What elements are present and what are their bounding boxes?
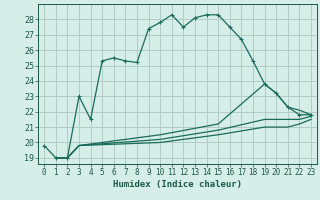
X-axis label: Humidex (Indice chaleur): Humidex (Indice chaleur) — [113, 180, 242, 189]
